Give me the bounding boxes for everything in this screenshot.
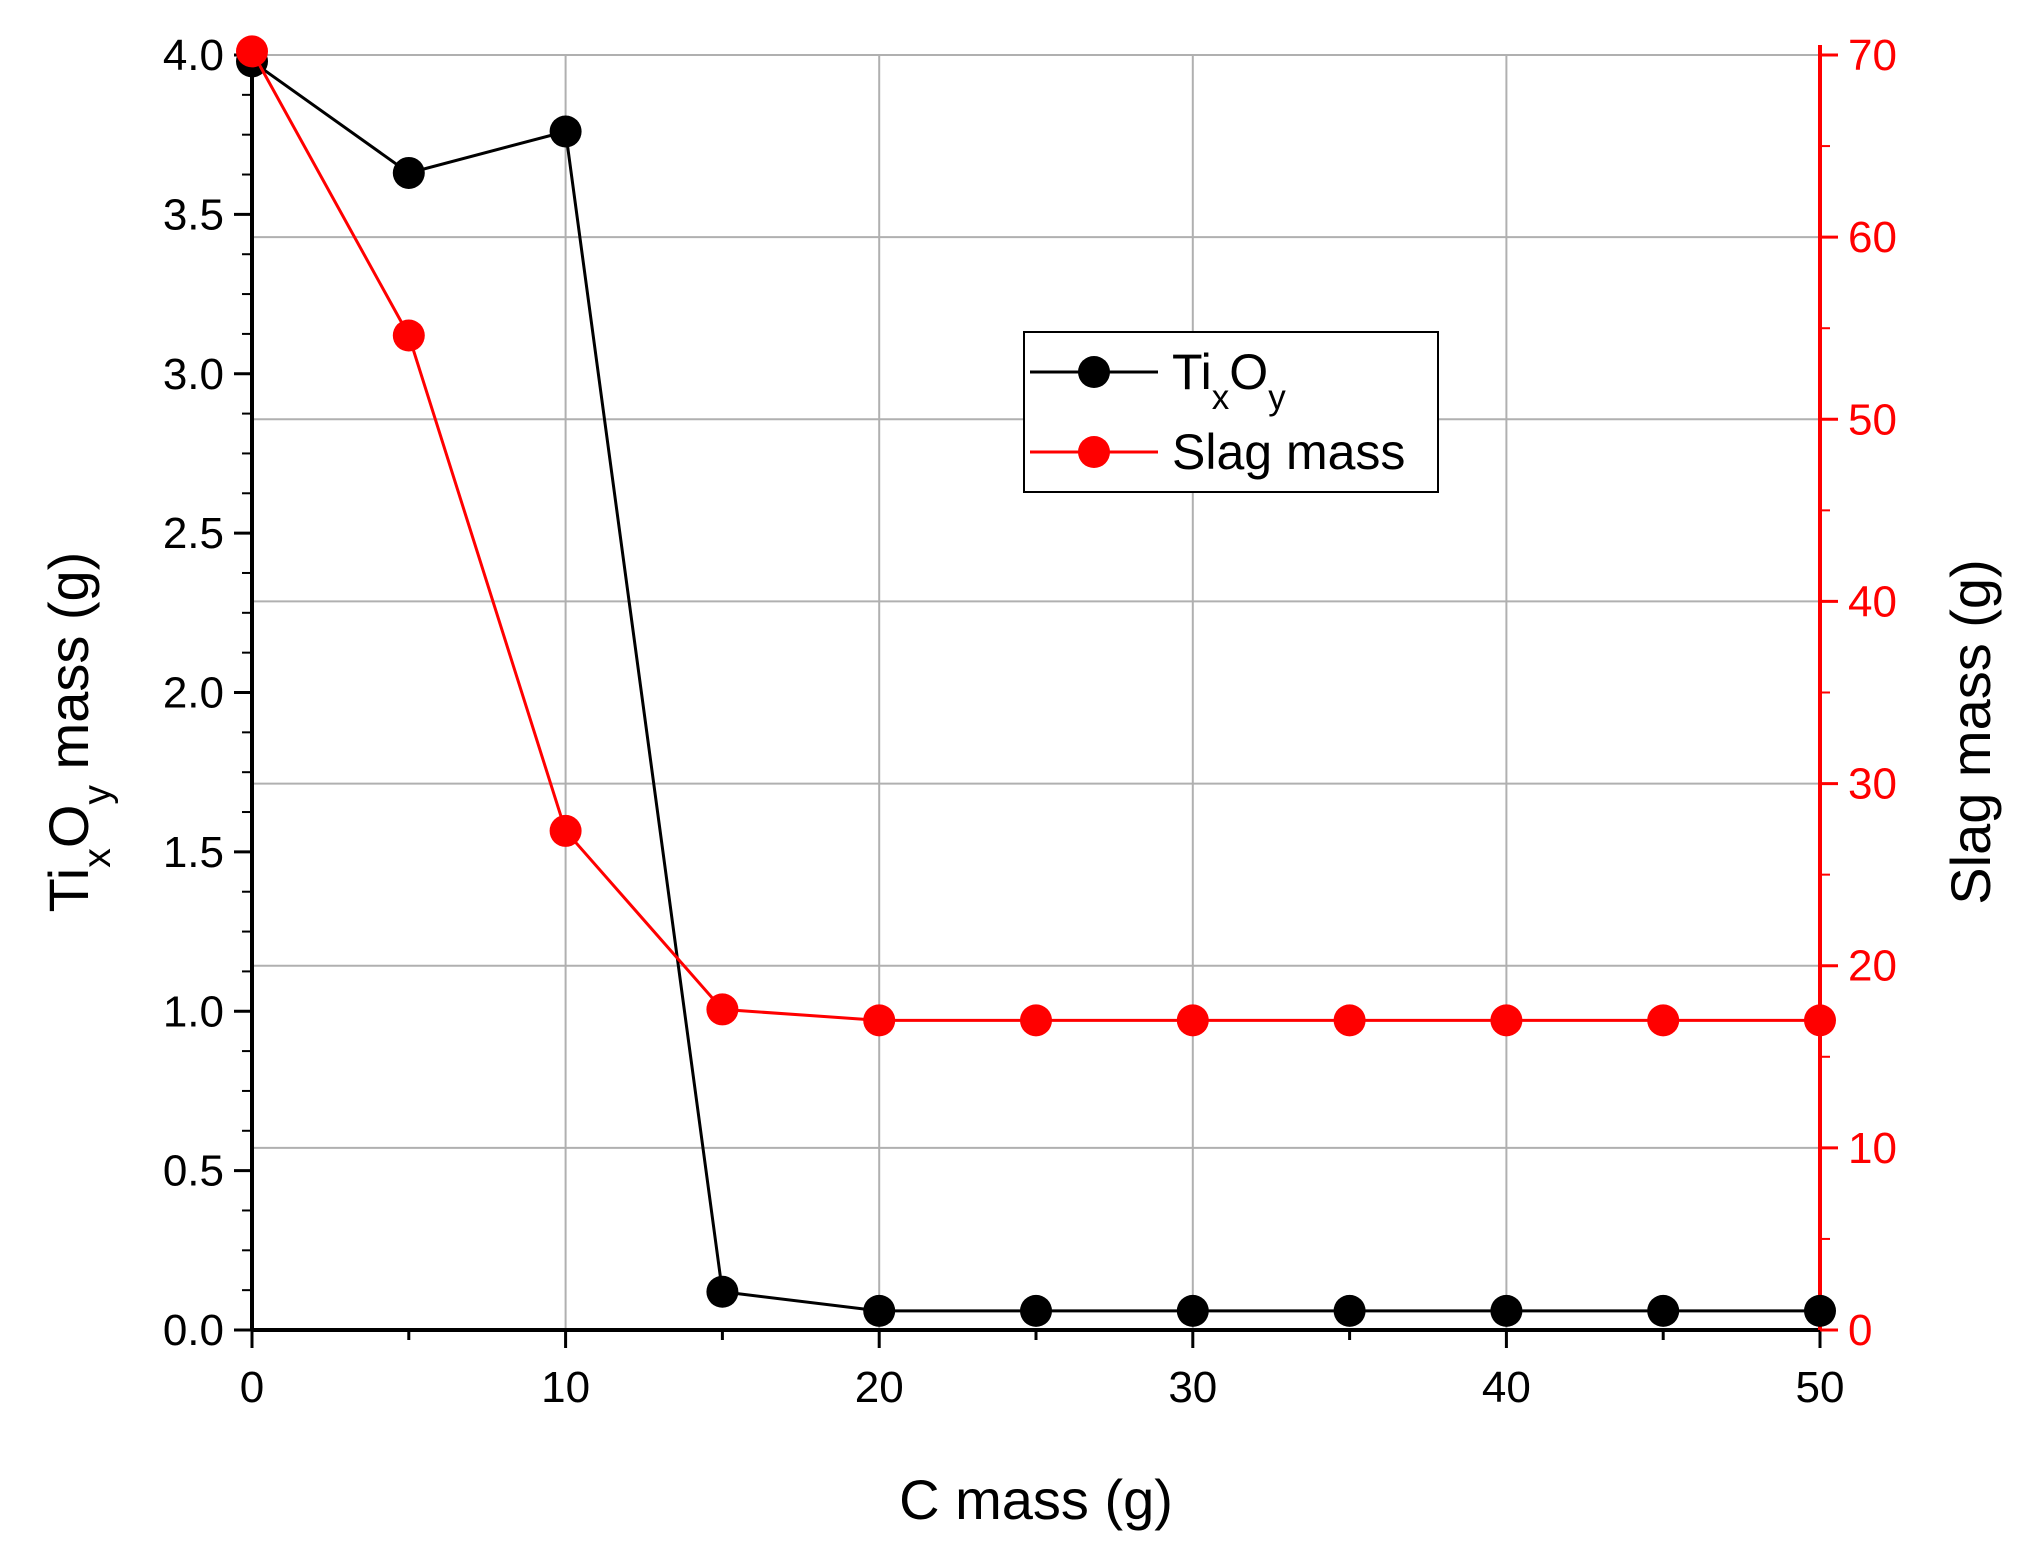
label-part: mass (g): [37, 552, 100, 785]
y-left-tick-label: 1.5: [163, 828, 224, 877]
y-left-tick-label: 0.5: [163, 1147, 224, 1196]
data-series: [236, 35, 1836, 1327]
label-part: Ti: [37, 868, 100, 913]
y-axis-right-title: Slag mass (g): [1939, 559, 2002, 904]
y-left-tick-label: 4.0: [163, 31, 224, 80]
y-right-tick-label: 40: [1848, 577, 1897, 626]
label-part: x: [76, 848, 119, 868]
label-part: x: [1212, 378, 1230, 417]
y-right-tick-label: 20: [1848, 942, 1897, 991]
data-point: [1804, 1004, 1836, 1037]
x-tick-label: 0: [240, 1363, 264, 1412]
data-point: [706, 1275, 739, 1308]
data-point: [706, 993, 739, 1026]
x-tick-label: 20: [855, 1363, 904, 1412]
series-line: [251, 60, 1820, 1313]
y-left-tick-label: 0.0: [163, 1306, 224, 1355]
data-point: [863, 1004, 896, 1037]
legend-entry: Slag mass: [1030, 424, 1405, 480]
y-right-tick-label: 0: [1848, 1306, 1872, 1355]
axes: [234, 45, 1838, 1348]
series-slag-mass: [236, 35, 1836, 1037]
legend-marker: [1078, 436, 1110, 468]
data-point: [1333, 1004, 1366, 1037]
y-left-tick-label: 2.0: [163, 669, 224, 718]
label-part: Slag mass: [1172, 424, 1405, 480]
legend-label: TixOy: [1172, 344, 1286, 417]
tick-labels: 0 10 20 30 40 50 0.0 0.5 1.0 1.5 2.0 2.5 3.0 3.5 4.0 0 1…: [163, 31, 1897, 1412]
y-axis-left-title: TixOy mass (g): [37, 552, 119, 913]
data-point: [1647, 1004, 1680, 1037]
legend-entry: TixOy: [1030, 344, 1286, 417]
x-tick-label: 10: [541, 1363, 590, 1412]
y-left-tick-label: 3.5: [163, 190, 224, 239]
data-point: [392, 156, 425, 189]
y-right-tick-label: 70: [1848, 31, 1897, 80]
data-point: [1333, 1294, 1366, 1327]
data-point: [863, 1294, 896, 1327]
label-part: Ti: [1172, 344, 1212, 400]
data-point: [1490, 1294, 1523, 1327]
data-point: [236, 35, 268, 68]
data-point: [549, 115, 582, 148]
x-tick-label: 50: [1796, 1363, 1845, 1412]
data-point: [1176, 1004, 1209, 1037]
label-part: O: [37, 805, 100, 849]
legend-marker: [1078, 356, 1110, 388]
x-tick-label: 30: [1168, 1363, 1217, 1412]
data-point: [1020, 1294, 1052, 1327]
label-part: y: [1268, 378, 1286, 417]
label-part: O: [1229, 344, 1268, 400]
grid-lines: [252, 54, 1820, 1330]
data-point: [1490, 1004, 1523, 1037]
legend: TixOy Slag mass: [1023, 331, 1439, 493]
data-point: [392, 319, 425, 352]
data-point: [1020, 1004, 1052, 1037]
data-point: [1647, 1294, 1680, 1327]
data-point: [549, 814, 582, 847]
x-tick-label: 40: [1482, 1363, 1531, 1412]
y-left-tick-label: 1.0: [163, 987, 224, 1036]
y-right-tick-label: 30: [1848, 760, 1897, 809]
series-line: [250, 50, 1820, 1022]
legend-label: Slag mass: [1172, 424, 1405, 480]
data-point: [1176, 1294, 1209, 1327]
y-right-tick-label: 10: [1848, 1124, 1897, 1173]
data-point: [1804, 1294, 1836, 1327]
label-part: y: [76, 785, 119, 805]
y-left-tick-label: 3.0: [163, 350, 224, 399]
x-axis-title: C mass (g): [899, 1468, 1173, 1531]
y-right-tick-label: 50: [1848, 395, 1897, 444]
y-right-tick-label: 60: [1848, 213, 1897, 262]
y-left-tick-label: 2.5: [163, 509, 224, 558]
